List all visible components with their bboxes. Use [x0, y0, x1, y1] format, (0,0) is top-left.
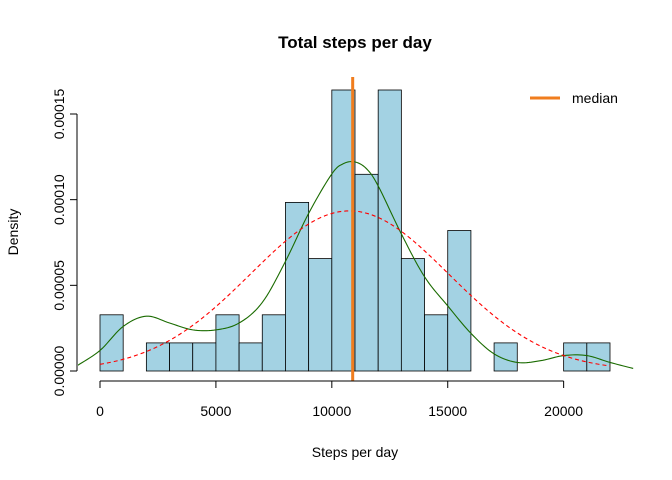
histogram-bar — [586, 342, 611, 372]
histogram-bar — [354, 173, 379, 372]
y-axis-label: Density — [5, 209, 21, 256]
chart-title: Total steps per day — [278, 33, 432, 52]
density-curves — [78, 161, 634, 369]
x-tick-label: 15000 — [428, 403, 467, 419]
x-tick-label: 20000 — [544, 403, 583, 419]
histogram-bar — [447, 230, 472, 372]
histogram-bar — [169, 342, 194, 372]
histogram-bars — [99, 89, 611, 372]
normal-density-curve — [99, 210, 611, 367]
histogram-bar — [215, 314, 240, 372]
histogram-bar — [424, 314, 449, 372]
histogram-bar — [563, 342, 588, 372]
histogram-bar — [285, 201, 310, 372]
histogram-bar — [493, 342, 518, 372]
y-axis: 0.00000 0.00005 0.00010 0.00015 — [51, 88, 78, 396]
histogram-bar — [99, 314, 124, 372]
x-axis: 0 5000 10000 15000 20000 — [96, 380, 583, 419]
x-tick-label: 10000 — [312, 403, 351, 419]
legend: median — [530, 90, 618, 106]
y-tick-label: 0.00015 — [51, 88, 67, 139]
legend-label-median: median — [572, 90, 618, 106]
histogram-bar — [377, 89, 402, 372]
x-tick-label: 0 — [96, 403, 104, 419]
kernel-density-curve — [78, 161, 634, 369]
y-tick-label: 0.00010 — [51, 174, 67, 225]
x-axis-label: Steps per day — [312, 444, 398, 460]
histogram-bar — [145, 342, 170, 372]
y-tick-label: 0.00005 — [51, 260, 67, 311]
histogram-bar — [400, 258, 425, 372]
histogram-bar — [308, 258, 333, 372]
histogram-bar — [192, 342, 217, 372]
histogram-bar — [261, 314, 286, 372]
histogram-bar — [238, 342, 263, 372]
y-tick-label: 0.00000 — [51, 345, 67, 396]
x-tick-label: 5000 — [200, 403, 231, 419]
